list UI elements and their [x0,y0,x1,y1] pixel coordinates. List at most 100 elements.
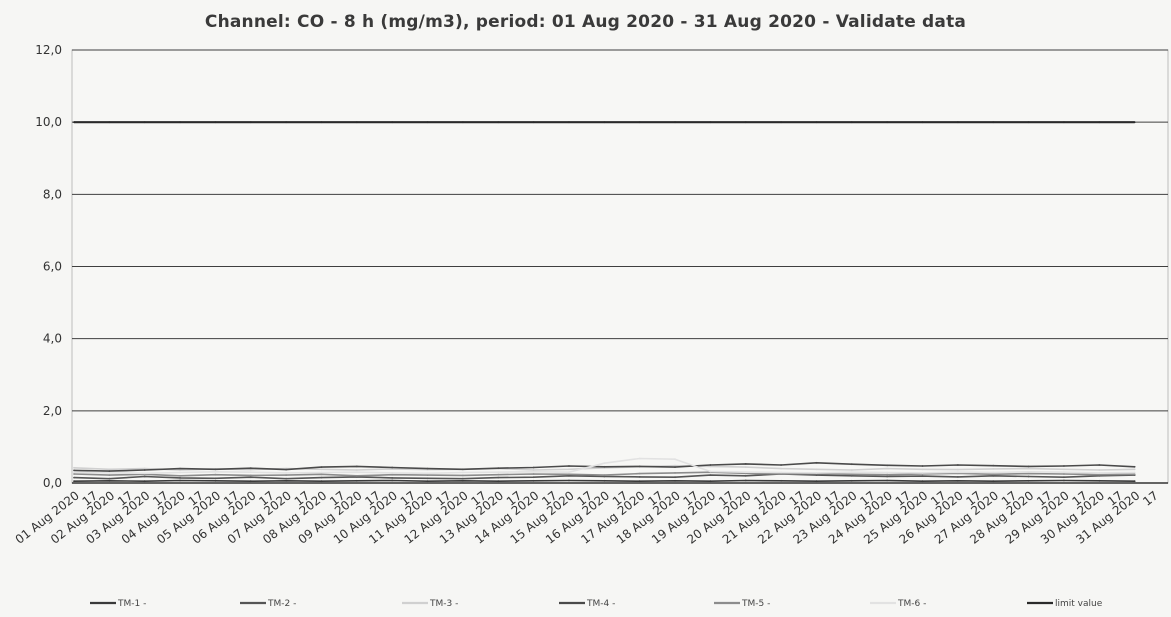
data-point [1098,121,1101,124]
data-point [850,121,853,124]
data-point [179,467,181,470]
data-point [603,474,606,476]
data-point [73,471,75,474]
data-point [674,476,676,479]
data-point [426,467,429,470]
data-point [1063,473,1065,475]
data-point [497,121,500,124]
data-point [108,472,111,474]
data-point [391,472,394,474]
data-point [320,121,323,124]
data-point [532,473,535,475]
data-point [73,121,75,124]
data-point [956,121,959,124]
data-point [462,121,464,124]
data-point [462,474,464,477]
data-point [1098,464,1101,466]
data-point [886,475,889,478]
data-point [179,479,181,482]
data-point [426,472,429,475]
data-point [886,473,889,476]
data-point [815,461,818,464]
data-point [921,472,924,474]
data-point [886,471,889,474]
y-tick-label: 4,0 [43,332,62,346]
data-point [1027,470,1030,473]
data-point [744,463,747,465]
data-point [921,465,924,467]
data-point [780,121,782,124]
data-point [497,467,500,470]
data-point [214,470,217,473]
data-point [709,470,712,473]
data-point [462,477,464,480]
data-point [850,471,853,474]
data-point [73,476,75,479]
data-point [1027,467,1030,470]
data-point [921,121,924,124]
data-point [780,467,782,470]
data-point [320,471,323,474]
data-point [320,476,323,479]
data-point [391,479,394,482]
data-point [603,479,606,482]
data-point [249,474,252,477]
data-point [1098,469,1101,471]
data-point [1133,471,1136,474]
data-point [956,479,959,482]
data-point [1027,475,1030,478]
data-point [143,475,146,478]
data-point [568,468,570,471]
legend-label: limit value [1055,599,1103,609]
data-point [956,468,959,471]
data-point [674,472,676,474]
data-point [709,465,712,468]
data-point [1063,476,1065,479]
y-tick-label: 10,0 [35,115,62,129]
data-point [921,468,924,471]
data-point [532,466,535,469]
data-point [426,477,429,480]
data-point [674,464,676,467]
data-point [143,467,146,470]
data-point [815,472,818,474]
data-point [815,468,818,471]
data-point [355,479,358,482]
data-point [426,480,429,483]
data-point [992,121,995,124]
data-point [1133,480,1136,483]
data-point [603,121,606,124]
data-point [285,479,288,482]
chart-title: Channel: CO - 8 h (mg/m3), period: 01 Au… [204,12,967,32]
data-point [355,465,358,468]
data-point [638,476,641,478]
data-point [1098,472,1101,474]
data-point [391,477,394,479]
data-point [992,480,995,483]
data-point [532,470,535,473]
data-point [568,479,570,482]
data-point [780,464,782,466]
data-point [426,121,429,124]
data-point [921,480,924,483]
data-point [1063,471,1065,474]
data-point [391,473,394,476]
data-point [249,467,252,470]
data-point [249,468,252,471]
data-point [1098,473,1101,476]
data-point [73,480,75,483]
data-point [108,479,111,482]
data-point [1133,468,1136,471]
data-point [992,471,995,474]
data-point [674,121,676,124]
data-point [1063,465,1065,467]
legend-label: TM-1 - [117,599,146,609]
data-point [709,121,712,124]
data-point [391,468,394,470]
data-point [744,479,747,482]
data-point [780,473,782,475]
data-point [355,121,358,124]
data-point [249,476,252,479]
data-point [886,121,889,124]
